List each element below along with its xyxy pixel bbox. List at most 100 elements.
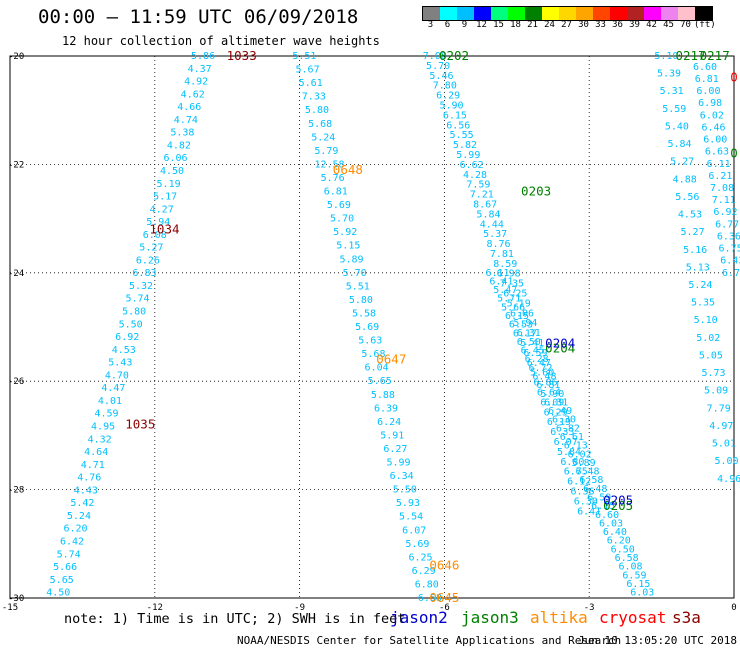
wave-height-value: 6.50 [517,337,541,348]
wave-height-value: 5.71 [497,294,521,305]
wave-height-value: 6.06 [510,308,534,319]
wave-height-value: 6.09 [540,397,564,408]
scale-swatch [423,7,440,20]
wave-height-value: 5.66 [53,562,77,573]
wave-height-value: 6.62 [460,160,484,171]
wave-height-value: 5.70 [330,214,354,225]
wave-height-value: 4.71 [81,460,105,471]
wave-height-value: 7.81 [490,249,514,260]
wave-height-value: 7.35 [500,279,524,290]
wave-height-value: 7.08 [423,51,447,62]
scale-swatch [593,7,610,20]
wave-height-value: 4.47 [101,383,125,394]
wave-height-value: 6.48 [575,467,599,478]
wave-height-value: 6.21 [708,171,732,182]
wave-height-value: 6.34 [390,471,414,482]
scale-swatch [542,7,559,20]
wave-height-value: 5.05 [699,350,723,361]
scale-swatch [627,7,644,20]
wave-height-value: 6.15 [443,110,467,121]
wave-height-value: 5.00 [715,456,739,467]
wave-height-value: 5.27 [670,157,694,168]
wave-height-value: 4.43 [74,485,98,496]
wave-height-value: 5.39 [657,69,681,80]
pass-time-label: 0217 [700,48,730,63]
wave-height-value: 4.59 [94,409,118,420]
wave-height-value: 5.92 [333,227,357,238]
wave-height-value: 6.53 [509,320,533,331]
wave-height-value: 6.26 [136,255,160,266]
wave-height-value: 6.08 [143,230,167,241]
wave-height-value: 4.66 [177,102,201,113]
page-subtitle: 12 hour collection of altimeter wave hei… [62,34,380,48]
wave-height-value: 6.36 [570,486,594,497]
wave-height-value: 4.64 [84,447,108,458]
wave-height-value: 6.47 [527,358,551,369]
wave-height-value: 6.75 [719,244,740,255]
wave-height-value: 6.27 [383,444,407,455]
wave-height-value: 6.60 [693,62,717,73]
wave-height-value: 4.01 [98,396,122,407]
wave-height-value: 5.89 [572,458,596,469]
wave-height-value: 6.61 [560,432,584,443]
wave-height-value: 6.07 [402,525,426,536]
wave-height-value: 6.02 [700,110,724,121]
wave-height-value: 5.74 [126,294,150,305]
scale-swatch [661,7,678,20]
wave-height-value: 5.32 [129,281,153,292]
wave-height-value: 6.48 [583,484,607,495]
wave-height-value: 4.96 [717,474,740,485]
wave-height-value: 6.39 [374,403,398,414]
wave-height-value: 5.84 [667,139,691,150]
pass-time-label: 0646 [429,557,459,572]
wave-height-value: 6.42 [60,536,84,547]
y-tick-label: -22 [8,160,24,170]
wave-height-value: 6.98 [698,98,722,109]
pass-time-label: 0202 [439,48,469,63]
satellite-legend-jason3: jason3 [461,608,519,627]
pass-time-label: 0217 [676,48,706,63]
wave-height-value: 6.92 [115,332,139,343]
scale-label: 45 [663,20,674,30]
scale-label: 42 [646,20,657,30]
wave-height-value: 5.93 [396,498,420,509]
scale-label: 21 [527,20,538,30]
wave-height-value: 5.31 [660,86,684,97]
pass-time-label: 0645 [429,590,459,605]
wave-height-value: 6.82 [556,423,580,434]
wave-height-value: 5.19 [507,298,531,309]
wave-height-value: 5.94 [513,318,537,329]
wave-height-value: 6.29 [436,91,460,102]
wave-height-value: 6.59 [622,570,646,581]
wave-height-value: 5.94 [146,217,170,228]
wave-height-value: 5.42 [70,498,94,509]
y-tick-label: -28 [8,486,24,496]
wave-height-value: 6.31 [517,328,541,339]
wave-height-value: 5.66 [501,302,525,313]
scale-swatch [474,7,491,20]
wave-height-value: 5.41 [520,338,544,349]
wave-height-value: 6.59 [587,493,611,504]
wave-height-value: 5.74 [57,549,81,560]
wave-height-value: 5.70 [426,61,450,72]
scale-swatch [610,7,627,20]
wave-height-value: 4.53 [678,210,702,221]
wave-height-value: 5.59 [662,104,686,115]
wave-height-value: 8.76 [486,239,510,250]
wave-height-value: 5.47 [493,285,517,296]
scale-swatch [678,7,695,20]
wave-height-value: 6.19 [547,417,571,428]
wave-height-value: 5.50 [119,319,143,330]
wave-height-value: 6.03 [599,518,623,529]
wave-height-value: 5.16 [683,245,707,256]
wave-height-value: 5.40 [665,121,689,132]
satellite-legend-cryosat: cryosat [599,608,667,627]
wave-height-value: 6.41 [577,506,601,517]
wave-height-value: 6.33 [550,427,574,438]
wave-height-value: 5.84 [476,209,500,220]
wave-height-value: 4.97 [709,421,733,432]
scale-label: 27 [561,20,572,30]
wave-height-value: 6.20 [607,536,631,547]
x-tick-label: 0 [731,603,736,613]
